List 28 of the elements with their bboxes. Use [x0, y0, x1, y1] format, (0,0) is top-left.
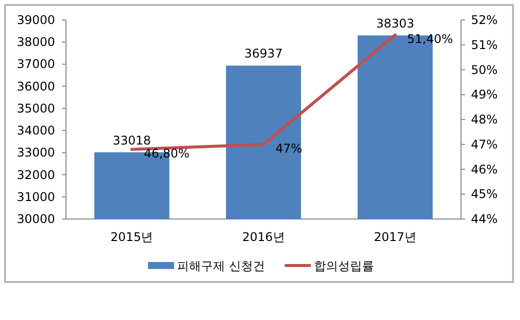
- y2-tick-label: 46%: [471, 162, 498, 176]
- data-label: 33018: [112, 133, 151, 148]
- y-tick-label: 30000: [16, 212, 55, 226]
- y-tick-label: 34000: [16, 124, 55, 138]
- y2-tick-label: 52%: [471, 13, 498, 27]
- y-tick-label: 35000: [16, 101, 55, 116]
- y-tick-label: 32000: [16, 168, 55, 182]
- y-tick-label: 36000: [16, 79, 55, 94]
- data-label: 38303: [376, 16, 414, 30]
- y2-tick-label: 48%: [471, 112, 498, 126]
- y2-tick-label: 47%: [471, 137, 498, 152]
- x-tick-label: 2015년: [110, 230, 154, 244]
- y2-tick-label: 44%: [471, 212, 498, 226]
- y-tick-label: 37000: [16, 57, 55, 72]
- y-tick-label: 31000: [16, 190, 55, 204]
- legend-label: 피해구제 신청건: [177, 259, 265, 273]
- data-label: 36937: [244, 46, 283, 61]
- y2-tick-label: 45%: [471, 187, 498, 202]
- y2-tick-label: 51%: [471, 38, 498, 52]
- y-tick-label: 39000: [16, 13, 55, 27]
- y2-tick-label: 50%: [471, 62, 498, 77]
- y-tick-label: 38000: [16, 35, 55, 50]
- legend-label: 합의성립률: [314, 259, 374, 273]
- data-label: 46,80%: [144, 146, 190, 160]
- x-tick-label: 2016년: [242, 230, 285, 244]
- y2-tick-label: 49%: [471, 88, 498, 102]
- x-tick-label: 2017년: [374, 230, 416, 244]
- y-tick-label: 33000: [16, 146, 55, 160]
